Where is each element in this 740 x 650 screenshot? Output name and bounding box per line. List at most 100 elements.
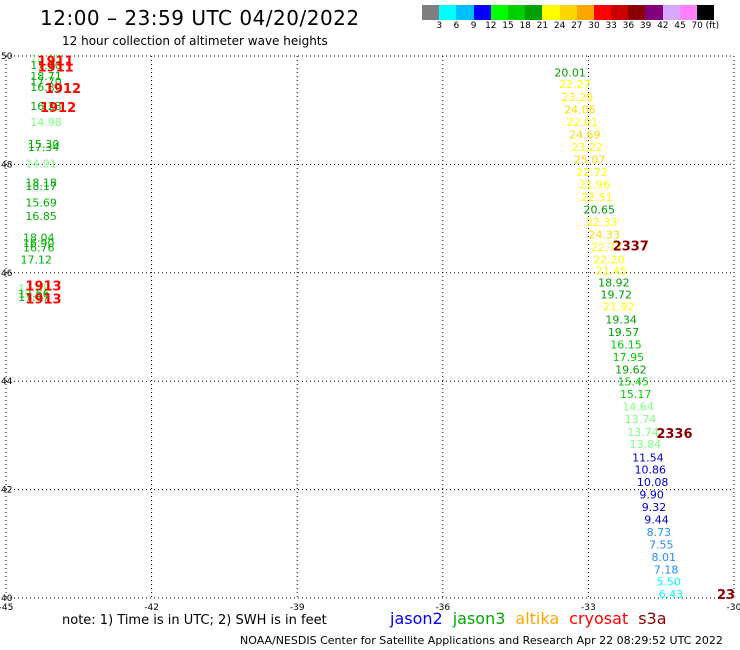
wave-height-value: 14.88: [18, 282, 49, 295]
color-scale-labels: 3 6 9 12 15 18 21 24 27 30 33 36 39 42 45 70 (ft): [422, 21, 740, 33]
wave-height-value: 11.54: [632, 452, 664, 465]
wave-height-value: 21.96: [579, 178, 611, 191]
color-scale-label: 42: [657, 21, 669, 31]
footer-credit: NOAA/NESDIS Center for Satellite Applica…: [240, 634, 723, 647]
y-tick-label: 48: [1, 160, 13, 170]
color-swatch: [593, 5, 612, 20]
wave-height-value: 19.62: [615, 363, 647, 376]
color-scale-label: 3: [436, 21, 443, 31]
wave-height-value: 16.90: [23, 237, 54, 250]
wave-height-value: 16.76: [23, 241, 54, 254]
y-tick-label: 46: [1, 269, 13, 279]
wave-height-value: 7.18: [654, 563, 679, 576]
wave-height-value: 15.30: [28, 138, 60, 151]
wave-height-value: 18.18: [25, 176, 57, 189]
color-swatch: [490, 5, 508, 20]
wave-height-value: 14.91: [25, 157, 57, 170]
wave-height-value: 6.43: [659, 588, 684, 601]
color-swatch: [662, 5, 680, 20]
wave-height-value: 10.08: [637, 476, 669, 489]
legend-entry: cryosat: [569, 609, 629, 628]
color-scale-label: 27: [571, 21, 583, 31]
wave-height-value: 20.65: [584, 203, 616, 216]
wave-height-value: 19.34: [605, 313, 637, 326]
x-tick-label: -36: [435, 603, 450, 613]
wave-height-value: 17.95: [613, 351, 645, 364]
wave-height-value: 15.69: [25, 196, 57, 209]
wave-height-value: 16.15: [610, 338, 642, 351]
color-scale-label: 39: [639, 21, 652, 31]
wave-height-value: 5.50: [656, 576, 681, 589]
color-scale-label: 21: [536, 21, 549, 31]
pass-number-label: 1912: [45, 82, 81, 97]
legend-entry: s3a: [638, 609, 667, 628]
wave-height-value: 10.86: [635, 464, 667, 477]
wave-height-value: 22.77: [591, 241, 623, 254]
wave-height-value: 16.30: [30, 81, 62, 94]
wave-height-value: 22.27: [559, 78, 591, 91]
legend-entry: jason2: [390, 609, 443, 628]
wave-height-value: 13.74: [627, 426, 659, 439]
wave-height-value: 8.01: [651, 551, 676, 564]
wave-height-value: 18.04: [23, 232, 54, 245]
note-text: note: 1) Time is in UTC; 2) SWH is in fe…: [62, 613, 327, 628]
legend-entry: jason3: [452, 609, 506, 628]
color-swatch: [576, 5, 594, 20]
color-swatch: [456, 5, 474, 20]
color-scale-label: 18: [519, 21, 531, 31]
pass-number-label: 1913: [25, 279, 61, 294]
wave-height-value: 14.64: [622, 401, 654, 414]
color-scale-label: 36: [622, 21, 635, 31]
pass-number-label: 23: [717, 588, 735, 603]
pass-number-label: 1913: [25, 292, 61, 307]
color-swatch: [559, 5, 577, 20]
pass-number-label: 1912: [40, 101, 76, 116]
color-scale-label: 12: [485, 21, 497, 31]
wave-height-value: 16.23: [30, 100, 62, 113]
wave-height-value: 19.72: [601, 288, 633, 301]
subtitle: 12 hour collection of altimeter wave hei…: [62, 34, 328, 48]
wave-height-value: 25.07: [574, 154, 606, 167]
wave-height-value: 13.74: [625, 413, 657, 426]
color-swatch: [628, 5, 646, 20]
pass-number-label: 1911: [38, 60, 74, 75]
y-tick-label: 50: [1, 52, 13, 62]
satellite-legend: jason2 jason3 altika cryosat s3a: [390, 609, 677, 628]
color-swatch: [422, 5, 440, 20]
wave-height-value: 15.17: [620, 388, 652, 401]
color-swatch: [542, 5, 560, 20]
wave-height-value: 15.45: [618, 376, 650, 389]
color-scale-label: (ft): [705, 21, 720, 31]
wave-height-value: 22.01: [567, 116, 599, 129]
color-scale-bar: [422, 5, 715, 20]
wave-height-value: 18.92: [598, 277, 630, 290]
wave-height-value: 17.66: [18, 287, 49, 300]
wave-height-value: 17.87: [18, 291, 49, 304]
x-tick-label: -45: [0, 603, 13, 613]
color-swatch: [679, 5, 697, 20]
wave-height-value: 7.55: [649, 538, 674, 551]
pass-number-label: 2336: [656, 427, 692, 442]
wave-height-value: 24.69: [569, 129, 601, 142]
y-tick-label: 42: [1, 486, 12, 496]
pass-number-label: 2337: [613, 240, 649, 255]
pass-number-label: 1911: [38, 54, 74, 69]
wave-height-value: 23.29: [562, 91, 594, 104]
wave-height-value: 24.33: [588, 228, 620, 241]
wave-height-value: 22.51: [581, 191, 613, 204]
color-scale-label: 45: [674, 21, 686, 31]
wave-height-value: 17.70: [30, 75, 62, 88]
color-swatch: [507, 5, 526, 20]
wave-height-value: 20.01: [554, 66, 586, 79]
color-scale-label: 9: [470, 21, 477, 31]
wave-height-value: 16.85: [25, 210, 57, 223]
wave-height-value: 9.90: [639, 488, 664, 501]
color-swatch: [473, 5, 491, 20]
wave-height-value: 22.33: [586, 216, 618, 229]
y-tick-label: 40: [1, 594, 13, 604]
wave-height-value: 18.71: [30, 70, 62, 83]
color-scale-label: 24: [553, 21, 566, 31]
color-scale-label: 33: [605, 21, 617, 31]
wave-height-value: 13.84: [630, 438, 662, 451]
x-tick-label: -42: [144, 603, 159, 613]
